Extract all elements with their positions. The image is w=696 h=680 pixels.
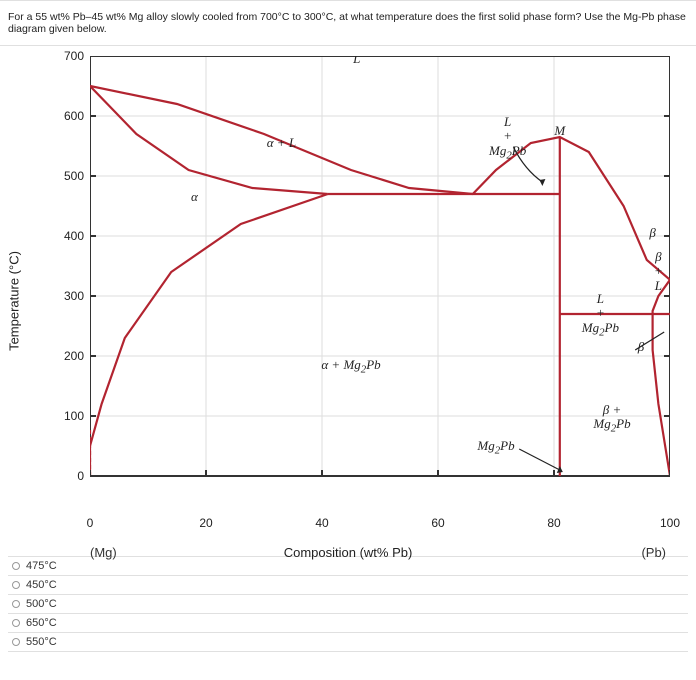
x-tick: 20 (199, 516, 212, 530)
x-tick: 40 (315, 516, 328, 530)
option-label: 550°C (26, 636, 57, 648)
x-axis-label: Composition (wt% Pb) (284, 545, 413, 560)
corner-left-label: (Mg) (90, 545, 117, 560)
y-axis-label: Temperature (°C) (7, 251, 22, 351)
option-row[interactable]: 550°C (8, 633, 688, 652)
y-tick: 200 (56, 349, 84, 363)
answer-options: 475°C 450°C 500°C 650°C 550°C (8, 556, 688, 652)
phase-diagram: Temperature (°C) LMαα + Lα + Mg2PbL+Mg2P… (20, 56, 676, 546)
y-tick: 0 (56, 469, 84, 483)
option-label: 650°C (26, 617, 57, 629)
radio-icon (12, 600, 20, 608)
x-tick: 60 (431, 516, 444, 530)
y-tick: 600 (56, 109, 84, 123)
y-tick: 700 (56, 49, 84, 63)
radio-icon (12, 562, 20, 570)
x-tick: 0 (87, 516, 94, 530)
y-tick: 100 (56, 409, 84, 423)
option-row[interactable]: 650°C (8, 614, 688, 633)
option-label: 500°C (26, 598, 57, 610)
x-tick: 80 (547, 516, 560, 530)
question-text: For a 55 wt% Pb–45 wt% Mg alloy slowly c… (0, 0, 696, 46)
option-label: 475°C (26, 560, 57, 572)
corner-right-label: (Pb) (641, 545, 666, 560)
y-tick: 500 (56, 169, 84, 183)
x-tick: 100 (660, 516, 680, 530)
radio-icon (12, 638, 20, 646)
y-tick: 300 (56, 289, 84, 303)
option-label: 450°C (26, 579, 57, 591)
radio-icon (12, 581, 20, 589)
diagram-svg: LMαα + Lα + Mg2PbL+Mg2PbL+Mg2Pbββ+Lββ +M… (90, 56, 670, 496)
y-tick: 400 (56, 229, 84, 243)
option-row[interactable]: 450°C (8, 576, 688, 595)
radio-icon (12, 619, 20, 627)
option-row[interactable]: 500°C (8, 595, 688, 614)
